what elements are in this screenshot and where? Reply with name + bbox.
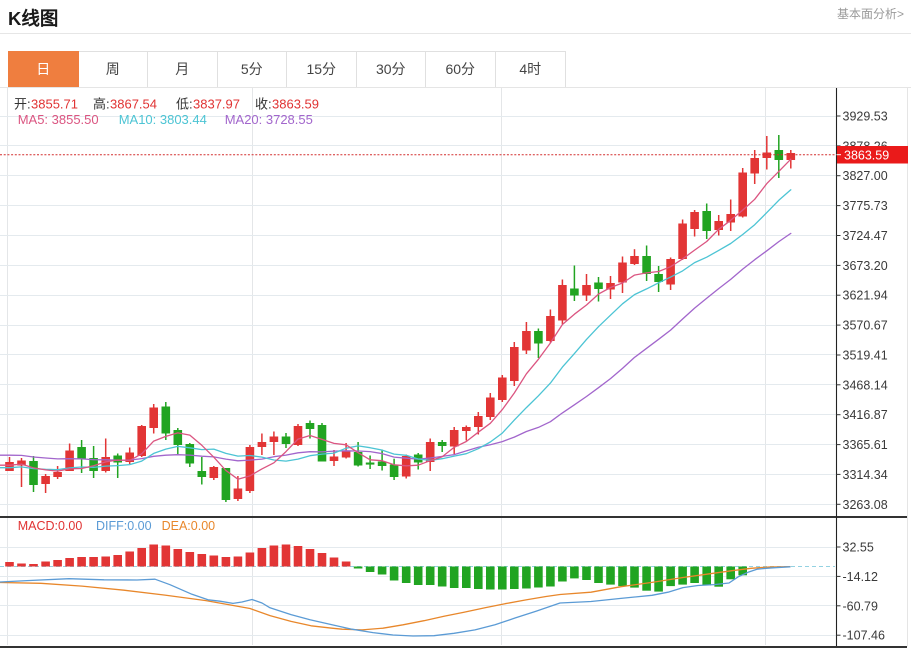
svg-text:-14.12: -14.12 (843, 570, 878, 584)
svg-text:3837.97: 3837.97 (193, 97, 240, 112)
svg-text:3673.20: 3673.20 (843, 259, 888, 273)
svg-text:3519.41: 3519.41 (843, 349, 888, 363)
svg-text:3863.59: 3863.59 (272, 97, 319, 112)
svg-text:3314.34: 3314.34 (843, 468, 888, 482)
svg-text:3621.94: 3621.94 (843, 289, 888, 303)
svg-text:3775.73: 3775.73 (843, 199, 888, 213)
svg-text:3929.53: 3929.53 (843, 110, 888, 124)
svg-text:DEA:0.00: DEA:0.00 (162, 519, 216, 533)
svg-text:3863.59: 3863.59 (844, 149, 889, 163)
svg-text:开:: 开: (14, 97, 31, 112)
svg-text:高:: 高: (93, 97, 110, 112)
svg-text:3724.47: 3724.47 (843, 229, 888, 243)
svg-text:收:: 收: (255, 97, 272, 112)
svg-text:3570.67: 3570.67 (843, 319, 888, 333)
svg-text:3263.08: 3263.08 (843, 498, 888, 512)
svg-text:3416.87: 3416.87 (843, 408, 888, 422)
svg-text:低:: 低: (176, 97, 193, 112)
svg-text:DIFF:0.00: DIFF:0.00 (96, 519, 152, 533)
svg-text:3867.54: 3867.54 (110, 97, 157, 112)
svg-text:3468.14: 3468.14 (843, 378, 888, 392)
svg-text:MA20: 3728.55: MA20: 3728.55 (225, 112, 313, 127)
svg-text:32.55: 32.55 (843, 541, 874, 555)
svg-text:MA10: 3803.44: MA10: 3803.44 (119, 112, 207, 127)
svg-text:3827.00: 3827.00 (843, 169, 888, 183)
svg-text:MA5: 3855.50: MA5: 3855.50 (18, 112, 99, 127)
svg-text:-107.46: -107.46 (843, 629, 885, 643)
svg-text:3855.71: 3855.71 (31, 97, 78, 112)
svg-text:-60.79: -60.79 (843, 599, 878, 613)
svg-text:MACD:0.00: MACD:0.00 (18, 519, 83, 533)
svg-text:3365.61: 3365.61 (843, 438, 888, 452)
